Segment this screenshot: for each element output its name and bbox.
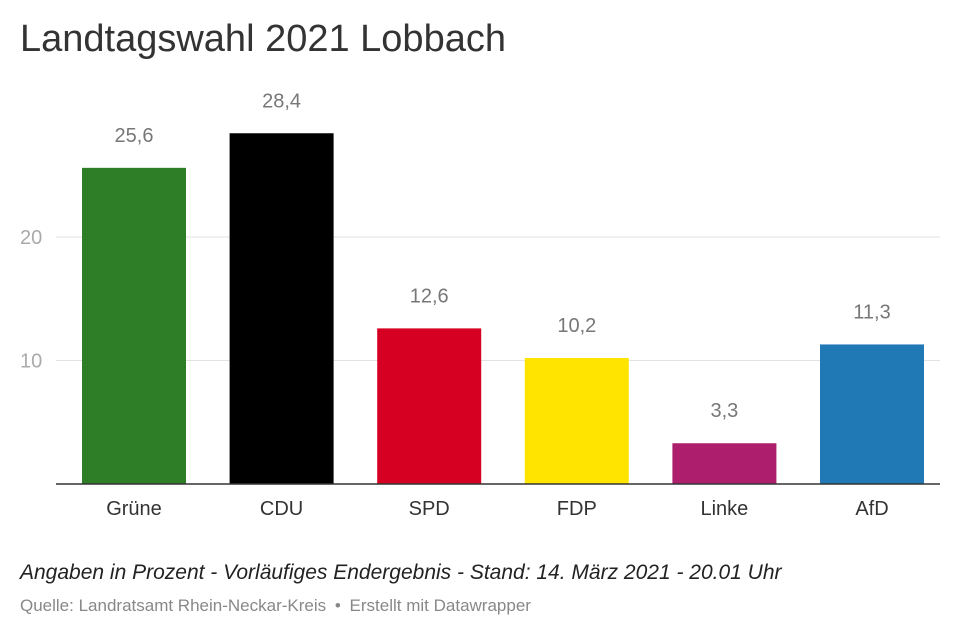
source-separator: •: [334, 596, 341, 615]
bar-value-label: 25,6: [115, 125, 154, 147]
chart-title: Landtagswahl 2021 Lobbach: [20, 18, 506, 60]
datawrapper-credit: Erstellt mit Datawrapper: [349, 596, 531, 615]
x-tick-label: FDP: [557, 498, 597, 520]
x-tick-label: Grüne: [106, 498, 162, 520]
bar-value-label: 11,3: [853, 301, 890, 323]
bar-value-label: 12,6: [410, 285, 449, 307]
y-tick-label: 10: [20, 351, 42, 373]
x-tick-label: CDU: [260, 498, 303, 520]
bar: [229, 133, 334, 484]
bar: [524, 358, 629, 484]
bar-value-label: 3,3: [710, 400, 738, 422]
source-label: Quelle: Landratsamt Rhein-Neckar-Kreis: [20, 596, 327, 615]
x-tick-label: Linke: [700, 498, 748, 520]
x-tick-label: AfD: [855, 498, 888, 520]
bar: [377, 328, 482, 484]
chart-note: Angaben in Prozent - Vorläufiges Enderge…: [20, 561, 782, 584]
bar: [820, 344, 924, 484]
x-tick-label: SPD: [409, 498, 450, 520]
y-tick-label: 20: [20, 227, 42, 249]
bar: [82, 167, 186, 484]
bar-chart: 10 20 25,6 Grüne 28,4 CDU 12,6 SPD 10,2 FDP 3,3 Lin…: [20, 90, 940, 520]
bar-value-label: 10,2: [557, 315, 596, 337]
bar-value-label: 28,4: [262, 90, 301, 112]
bar: [672, 443, 777, 484]
source-line: Quelle: Landratsamt Rhein-Neckar-Kreis •…: [20, 596, 531, 616]
